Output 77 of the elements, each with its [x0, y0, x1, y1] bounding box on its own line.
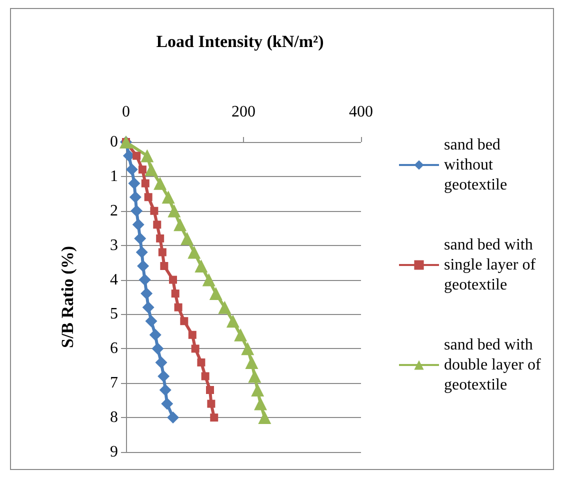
point: [174, 303, 182, 312]
point: [168, 204, 181, 218]
point: [167, 412, 179, 424]
y-tick-label: 5: [110, 306, 118, 323]
point: [145, 315, 158, 328]
y-tick-label: 0: [110, 134, 118, 150]
point: [155, 356, 168, 368]
point: [201, 372, 210, 380]
y-tick-label: 4: [110, 271, 118, 288]
point: [138, 166, 146, 174]
point: [144, 193, 152, 202]
point: [156, 234, 164, 242]
point: [141, 179, 150, 188]
point: [160, 262, 168, 270]
point: [138, 274, 151, 286]
y-tick-label: 2: [110, 202, 118, 220]
point: [194, 260, 208, 272]
legend-label: sand bed with single layer of geotextile: [444, 236, 540, 294]
x-axis-title: Load Intensity (kN/m²): [156, 32, 324, 51]
y-tick-label: 6: [110, 340, 118, 358]
point: [136, 246, 148, 258]
point: [130, 204, 143, 217]
point: [142, 301, 154, 314]
point: [169, 276, 177, 284]
point: [132, 152, 141, 160]
x-tick-label: 200: [232, 104, 256, 120]
point: [241, 342, 254, 356]
y-axis-title: S/B Ratio (%): [58, 246, 77, 348]
point: [258, 411, 272, 424]
point: [128, 177, 140, 190]
point: [188, 330, 196, 339]
x-tick-label: 400: [349, 104, 373, 120]
point: [140, 288, 153, 300]
point: [149, 328, 162, 341]
legend-label: sand bed with double layer of geotextile: [444, 336, 545, 394]
point: [152, 342, 164, 355]
point: [153, 220, 162, 229]
point: [254, 397, 268, 410]
point: [226, 314, 240, 328]
point: [188, 246, 201, 259]
y-tick-label: 8: [110, 409, 118, 426]
point: [251, 384, 264, 396]
point: [191, 344, 200, 353]
point: [161, 398, 174, 410]
point: [174, 218, 187, 232]
point: [140, 149, 154, 162]
point: [132, 218, 144, 231]
point: [209, 287, 222, 300]
point: [207, 400, 216, 408]
point: [162, 190, 175, 204]
point: [158, 370, 170, 382]
point: [154, 176, 167, 190]
y-tick-label: 9: [110, 444, 118, 460]
point: [180, 317, 188, 326]
point: [129, 191, 142, 204]
legend-label: sand bed without geotextile: [444, 136, 508, 194]
point: [158, 248, 166, 256]
y-tick-label: 7: [110, 374, 118, 392]
point: [206, 386, 214, 394]
point: [144, 163, 158, 176]
point: [126, 164, 138, 176]
point: [150, 206, 158, 215]
point: [218, 300, 232, 314]
point: [202, 273, 216, 286]
point: [248, 370, 262, 383]
point: [197, 358, 206, 366]
point: [245, 356, 258, 369]
x-tick-label: 0: [122, 104, 130, 120]
y-tick-label: 3: [110, 236, 118, 254]
point: [180, 232, 194, 245]
point: [137, 260, 150, 272]
point: [134, 232, 146, 244]
point: [234, 328, 248, 342]
y-tick-label: 1: [110, 168, 118, 185]
point: [171, 290, 180, 298]
point: [210, 414, 218, 422]
point: [159, 384, 172, 396]
